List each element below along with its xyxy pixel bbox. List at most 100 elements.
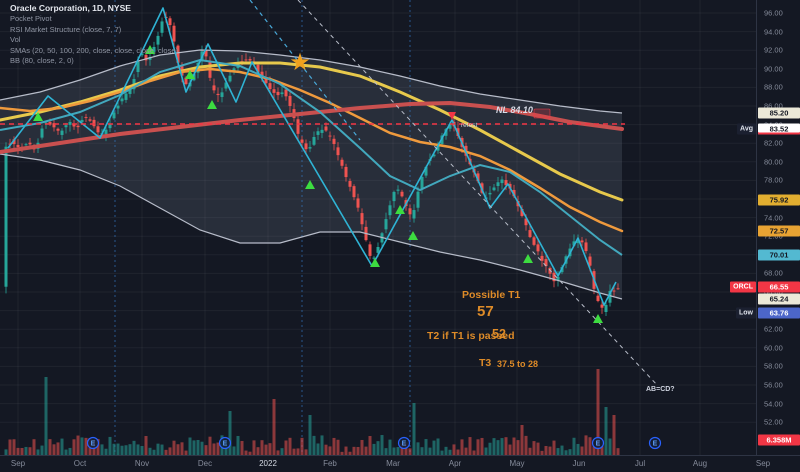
volume-bar [548, 446, 552, 455]
volume-bar [56, 442, 60, 455]
neckline-label[interactable]: NL 84.10 [496, 105, 533, 115]
candle-body [384, 219, 388, 230]
chart-canvas[interactable]: ★ E E E E E [0, 0, 756, 455]
volume-bar [316, 443, 320, 455]
price-tick: 90.00 [764, 64, 783, 74]
t2-target-value[interactable]: 52 [492, 327, 506, 341]
volume-bar [352, 446, 356, 455]
retest-flag-icon[interactable] [448, 112, 456, 120]
candle-body [520, 208, 524, 217]
price-label: 72.57 [758, 225, 800, 237]
volume-bar [500, 438, 504, 455]
price-tick: 62.00 [764, 324, 783, 334]
volume-bar [556, 448, 560, 455]
t3-target-range[interactable]: 37.5 to 28 [497, 359, 539, 369]
volume-bar [304, 449, 308, 455]
candle-body [88, 119, 92, 121]
volume-bar [96, 439, 100, 455]
pocket-pivot-triangle-icon[interactable] [145, 45, 155, 54]
pocket-pivot-triangle-icon[interactable] [207, 100, 217, 109]
pocket-pivot-triangle-icon[interactable] [185, 70, 195, 79]
volume-bar [476, 439, 480, 455]
volume-bar [208, 436, 212, 455]
volume-bar [332, 437, 336, 455]
earnings-marker-glyph: E [596, 441, 601, 448]
candle-body [512, 189, 516, 197]
price-label: 6.358M [758, 434, 800, 446]
candle-body [148, 56, 152, 60]
volume-bar [596, 369, 600, 455]
retest-label[interactable]: retest [461, 122, 478, 129]
possible-t1-label[interactable]: Possible T1 [462, 289, 521, 301]
price-tick: 60.00 [764, 343, 783, 353]
candle-body [264, 77, 268, 84]
pocket-pivot-triangle-icon[interactable] [593, 314, 603, 323]
candle-body [172, 25, 176, 42]
price-label-badge: Avg [737, 123, 756, 135]
candle-body [44, 122, 48, 124]
volume-bar [456, 449, 460, 455]
candle-body [96, 126, 100, 133]
price-label: 75.92 [758, 194, 800, 206]
candle-body [320, 129, 324, 133]
volume-bar [564, 450, 568, 455]
volume-bar [348, 451, 352, 455]
volume-bar [480, 437, 484, 455]
candle-body [92, 119, 96, 127]
volume-bar [468, 437, 472, 455]
pocket-pivot-triangle-icon[interactable] [523, 254, 533, 263]
t1-target-value[interactable]: 57 [477, 303, 494, 320]
price-axis[interactable]: 96.0094.0092.0090.0088.0086.0084.0082.00… [756, 0, 800, 455]
candle-body [488, 192, 492, 195]
time-axis[interactable]: Sep Oct Nov Dec 2022 Feb Mar Apr May Jun Jul Aug Sep [0, 455, 800, 472]
candle-body [4, 146, 8, 287]
star-icon[interactable]: ★ [289, 48, 311, 76]
volume-bar [204, 445, 208, 455]
candle-body [392, 191, 396, 202]
candle-body [116, 105, 120, 109]
earnings-marker-icon[interactable] [648, 436, 662, 450]
earnings-marker-icon[interactable] [218, 436, 232, 450]
candle-body [408, 208, 412, 215]
candle-body [56, 128, 60, 131]
sma-200-line [0, 100, 624, 154]
candle-body [344, 166, 348, 178]
t2-condition-label[interactable]: T2 if T1 is passed [427, 330, 515, 342]
volume-bar [264, 444, 268, 455]
volume-bar [64, 449, 68, 455]
volume-bar [136, 444, 140, 455]
volume-bar [580, 446, 584, 455]
market-structure-zigzag[interactable] [7, 7, 617, 306]
time-label: Jul [634, 459, 646, 468]
volume-bar [44, 377, 48, 455]
earnings-marker-icon[interactable] [86, 436, 100, 450]
abcd-pattern-label[interactable]: AB=CD? [646, 386, 675, 393]
candle-body [284, 89, 288, 97]
short-downtrend-dashed-line[interactable] [249, 0, 361, 141]
volume-bar [364, 446, 368, 455]
pocket-pivot-triangle-icon[interactable] [370, 258, 380, 267]
volume-bar [432, 440, 436, 455]
volume-bar [412, 403, 416, 455]
candle-body [604, 304, 608, 312]
volume-bar [528, 447, 532, 455]
candle-body [448, 123, 452, 129]
candle-body [580, 240, 584, 243]
time-label: Sep [755, 459, 771, 468]
volume-bar [496, 440, 500, 455]
earnings-marker-icon[interactable] [397, 436, 411, 450]
earnings-marker-icon[interactable] [591, 436, 605, 450]
pocket-pivot-triangle-icon[interactable] [395, 205, 405, 214]
volume-bar [284, 440, 288, 455]
volume-bar [400, 443, 404, 455]
volume-bar [444, 446, 448, 455]
t3-label[interactable]: T3 [479, 357, 492, 369]
volume-bar [184, 450, 188, 455]
volume-bar [324, 444, 328, 455]
pocket-pivot-triangle-icon[interactable] [33, 112, 43, 121]
pocket-pivot-triangle-icon[interactable] [305, 180, 315, 189]
volume-bar [272, 399, 276, 455]
pocket-pivot-triangle-icon[interactable] [408, 231, 418, 240]
candle-body [232, 68, 236, 72]
volume-bar [40, 445, 44, 455]
